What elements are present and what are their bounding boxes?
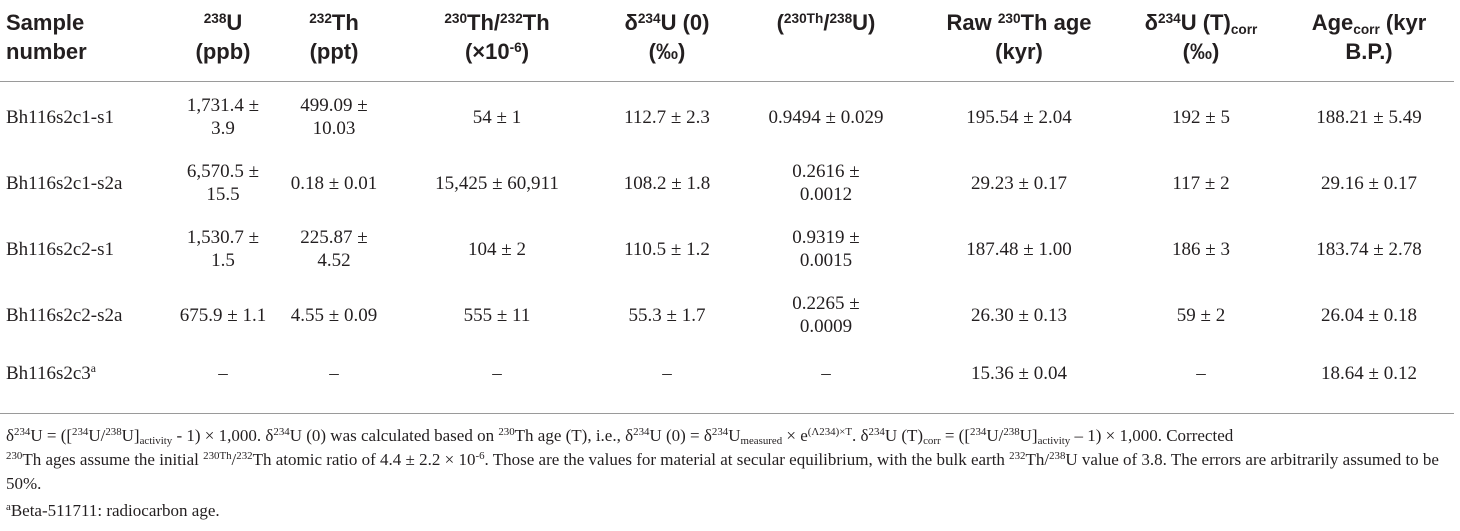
header-age-corr: Agecorr (kyr B.P.) [1284, 0, 1454, 82]
cell-raw-age: 26.30 ± 0.13 [920, 282, 1118, 348]
cell-delta234u-initial: 112.7 ± 2.3 [602, 82, 732, 151]
cell-age-corr: 188.21 ± 5.49 [1284, 82, 1454, 151]
uranium-thorium-table: Sample number 238U (ppb) 232Th (ppt) 230Th… [0, 0, 1454, 398]
cell-activity-ratio: 0.9319 ±0.0015 [732, 216, 920, 282]
cell-th232: 0.18 ± 0.01 [276, 150, 392, 216]
footnote-radiocarbon: aBeta-511711: radiocarbon age. [6, 499, 1452, 523]
cell-th232: 225.87 ±4.52 [276, 216, 392, 282]
cell-u238: – [170, 348, 276, 398]
cell-delta234u-initial: – [602, 348, 732, 398]
table-row: Bh116s2c1-s1 1,731.4 ±3.9 499.09 ±10.03 54 … [0, 82, 1454, 151]
cell-raw-age: 187.48 ± 1.00 [920, 216, 1118, 282]
table-footnotes: δ234U = ([234U/238U]activity - 1) × 1,00… [6, 424, 1452, 523]
cell-sample: Bh116s2c3a [0, 348, 170, 398]
cell-th232: 499.09 ±10.03 [276, 82, 392, 151]
cell-th230-th232-ratio: 104 ± 2 [392, 216, 602, 282]
cell-th230-th232-ratio: – [392, 348, 602, 398]
table-row: Bh116s2c1-s2a 6,570.5 ±15.5 0.18 ± 0.01 15,… [0, 150, 1454, 216]
header-th232: 232Th (ppt) [276, 0, 392, 82]
header-u238: 238U (ppb) [170, 0, 276, 82]
cell-raw-age: 195.54 ± 2.04 [920, 82, 1118, 151]
table-row: Bh116s2c3a – – – – –15.36 ± 0.04–18.64 ± 0.12 [0, 348, 1454, 398]
header-delta234u-corr: δ234U (T)corr (‰) [1118, 0, 1284, 82]
cell-delta234u-corr: 117 ± 2 [1118, 150, 1284, 216]
cell-u238: 6,570.5 ±15.5 [170, 150, 276, 216]
header-sample-number: Sample number [0, 0, 170, 82]
table-row: Bh116s2c2-s2a 675.9 ± 1.1 4.55 ± 0.09 555 ±… [0, 282, 1454, 348]
cell-age-corr: 183.74 ± 2.78 [1284, 216, 1454, 282]
footnote-equations: δ234U = ([234U/238U]activity - 1) × 1,00… [6, 424, 1452, 496]
cell-u238: 1,530.7 ±1.5 [170, 216, 276, 282]
cell-u238: 1,731.4 ±3.9 [170, 82, 276, 151]
cell-u238: 675.9 ± 1.1 [170, 282, 276, 348]
cell-delta234u-corr: 192 ± 5 [1118, 82, 1284, 151]
cell-sample: Bh116s2c2-s2a [0, 282, 170, 348]
header-row: Sample number 238U (ppb) 232Th (ppt) 230Th… [0, 0, 1454, 82]
cell-th232: – [276, 348, 392, 398]
cell-activity-ratio: 0.9494 ± 0.029 [732, 82, 920, 151]
cell-sample: Bh116s2c1-s2a [0, 150, 170, 216]
cell-activity-ratio: – [732, 348, 920, 398]
cell-age-corr: 26.04 ± 0.18 [1284, 282, 1454, 348]
cell-raw-age: 15.36 ± 0.04 [920, 348, 1118, 398]
cell-sample: Bh116s2c1-s1 [0, 82, 170, 151]
header-activity-ratio: (230Th/238U) [732, 0, 920, 82]
cell-raw-age: 29.23 ± 0.17 [920, 150, 1118, 216]
cell-delta234u-corr: 186 ± 3 [1118, 216, 1284, 282]
header-th230-th232-ratio: 230Th/232Th (×10-6) [392, 0, 602, 82]
cell-delta234u-corr: – [1118, 348, 1284, 398]
header-delta234u-initial: δ234U (0) (‰) [602, 0, 732, 82]
table-bottom-rule [0, 413, 1454, 414]
cell-activity-ratio: 0.2616 ±0.0012 [732, 150, 920, 216]
cell-activity-ratio: 0.2265 ±0.0009 [732, 282, 920, 348]
cell-th230-th232-ratio: 54 ± 1 [392, 82, 602, 151]
cell-age-corr: 18.64 ± 0.12 [1284, 348, 1454, 398]
cell-age-corr: 29.16 ± 0.17 [1284, 150, 1454, 216]
cell-th232: 4.55 ± 0.09 [276, 282, 392, 348]
cell-delta234u-initial: 55.3 ± 1.7 [602, 282, 732, 348]
table-row: Bh116s2c2-s1 1,530.7 ±1.5 225.87 ±4.52 104 … [0, 216, 1454, 282]
header-raw-th230-age: Raw 230Th age (kyr) [920, 0, 1118, 82]
cell-delta234u-initial: 108.2 ± 1.8 [602, 150, 732, 216]
cell-delta234u-corr: 59 ± 2 [1118, 282, 1284, 348]
cell-sample: Bh116s2c2-s1 [0, 216, 170, 282]
cell-th230-th232-ratio: 555 ± 11 [392, 282, 602, 348]
cell-th230-th232-ratio: 15,425 ± 60,911 [392, 150, 602, 216]
cell-delta234u-initial: 110.5 ± 1.2 [602, 216, 732, 282]
